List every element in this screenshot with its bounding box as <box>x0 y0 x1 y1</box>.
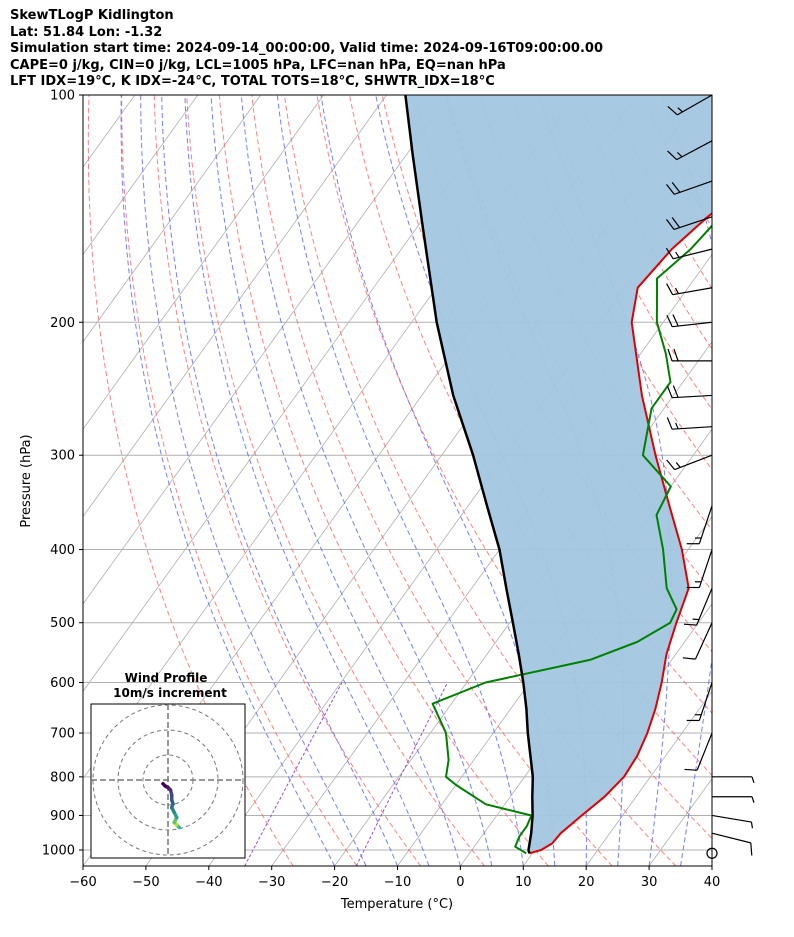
temperature-profile <box>529 212 712 855</box>
wind-barb <box>683 587 713 626</box>
x-tick-label: 30 <box>641 875 658 890</box>
dry-adiabat <box>186 95 485 866</box>
moist-adiabat <box>140 95 367 866</box>
moist-adiabat <box>711 863 712 866</box>
wind-barb <box>711 814 754 829</box>
x-tick-label: 10 <box>515 875 532 890</box>
x-tick-label: 40 <box>704 875 721 890</box>
wind-barb <box>686 505 713 545</box>
dry-adiabat <box>121 95 358 866</box>
x-tick-label: 20 <box>578 875 595 890</box>
x-tick-label: −60 <box>69 875 96 890</box>
isotherm-gridline <box>83 95 324 430</box>
chart-header: SkewTLogP Kidlington Lat: 51.84 Lon: -1.… <box>10 8 603 91</box>
time-line: Simulation start time: 2024-09-14_00:00:… <box>10 41 603 56</box>
isotherm-gridline <box>83 95 450 605</box>
dry-adiabat <box>773 95 794 866</box>
wind-barb <box>666 283 713 296</box>
wind-barb <box>706 847 718 859</box>
y-tick-label: 800 <box>50 770 75 785</box>
dry-adiabat <box>218 95 549 866</box>
wind-barb <box>682 622 713 660</box>
y-tick-label: 200 <box>50 316 75 331</box>
isotherm-gridline <box>83 95 262 343</box>
dry-adiabat <box>87 95 294 866</box>
wind-barb <box>666 385 713 399</box>
isotherm-gridline <box>0 95 9 866</box>
x-tick-label: −40 <box>195 875 222 890</box>
y-tick-label: 300 <box>50 449 75 464</box>
moist-adiabat <box>240 95 493 866</box>
wind-barb <box>686 682 713 722</box>
chart-title: SkewTLogP Kidlington <box>10 8 174 23</box>
y-tick-label: 700 <box>50 727 75 742</box>
mixing-ratio-line <box>244 682 343 866</box>
location-line: Lat: 51.84 Lon: -1.32 <box>10 24 163 40</box>
isotherm-gridline <box>775 95 794 866</box>
x-tick-label: −20 <box>321 875 348 890</box>
y-axis-label: Pressure (hPa) <box>19 434 34 527</box>
wind-barb <box>666 454 713 471</box>
x-axis-label: Temperature (°C) <box>340 897 453 912</box>
wind-barb <box>667 140 713 161</box>
x-tick-label: 0 <box>456 875 464 890</box>
x-tick-label: −30 <box>258 875 285 890</box>
dry-adiabat <box>511 95 712 471</box>
isotherm-gridline <box>711 865 712 866</box>
moist-adiabat <box>184 95 430 866</box>
wind-barb <box>712 776 755 784</box>
index-line: LFT IDX=19°C, K IDX=-24°C, TOTAL TOTS=18… <box>10 74 495 89</box>
moist-adiabat <box>161 95 398 866</box>
y-tick-label: 100 <box>50 89 75 104</box>
x-tick-label: −50 <box>132 875 159 890</box>
wind-barb <box>684 732 713 771</box>
dry-adiabat <box>283 95 677 866</box>
dry-adiabat <box>544 95 712 411</box>
wind-barb <box>666 180 713 195</box>
wind-barb <box>665 216 713 231</box>
y-tick-label: 900 <box>50 809 75 824</box>
y-tick-label: 1000 <box>42 844 75 859</box>
isotherm-gridline <box>585 690 712 866</box>
dry-adiabat <box>251 95 613 866</box>
hodograph-inset: Wind Profile 10m/s increment <box>90 671 246 859</box>
wind-barb <box>686 549 713 589</box>
cin-shading <box>405 95 712 854</box>
dry-adiabat <box>316 95 712 840</box>
cape-line: CAPE=0 j/kg, CIN=0 j/kg, LCL=1005 hPa, L… <box>10 57 506 73</box>
wind-barb <box>711 832 753 856</box>
moist-adiabat <box>210 95 461 866</box>
x-tick-label: −10 <box>384 875 411 890</box>
hodograph-title: Wind Profile <box>125 671 208 685</box>
isotherm-gridline <box>83 95 387 518</box>
moist-adiabat <box>120 95 336 866</box>
wind-barbs <box>665 94 755 859</box>
dry-adiabat <box>707 95 712 105</box>
isotherm-gridline <box>83 95 199 256</box>
wind-barb <box>712 796 755 803</box>
y-tick-label: 400 <box>50 543 75 558</box>
moist-adiabat <box>276 95 524 866</box>
hodograph-trace <box>161 782 168 788</box>
wind-barb <box>666 417 713 430</box>
wind-barb <box>666 314 713 328</box>
hodograph-subtitle: 10m/s increment <box>113 686 227 700</box>
dry-adiabat <box>740 95 794 866</box>
wind-barb <box>665 247 713 260</box>
wind-barb <box>667 94 713 116</box>
isotherm-gridline <box>83 95 513 692</box>
parcel-profile <box>404 95 535 854</box>
isotherm-gridline <box>0 95 72 866</box>
mixing-ratio-line <box>355 682 448 866</box>
wind-barb <box>667 348 712 362</box>
y-tick-label: 600 <box>50 676 75 691</box>
dewpoint-profile <box>431 224 712 855</box>
y-tick-label: 500 <box>50 616 75 631</box>
dry-adiabat <box>153 95 422 866</box>
